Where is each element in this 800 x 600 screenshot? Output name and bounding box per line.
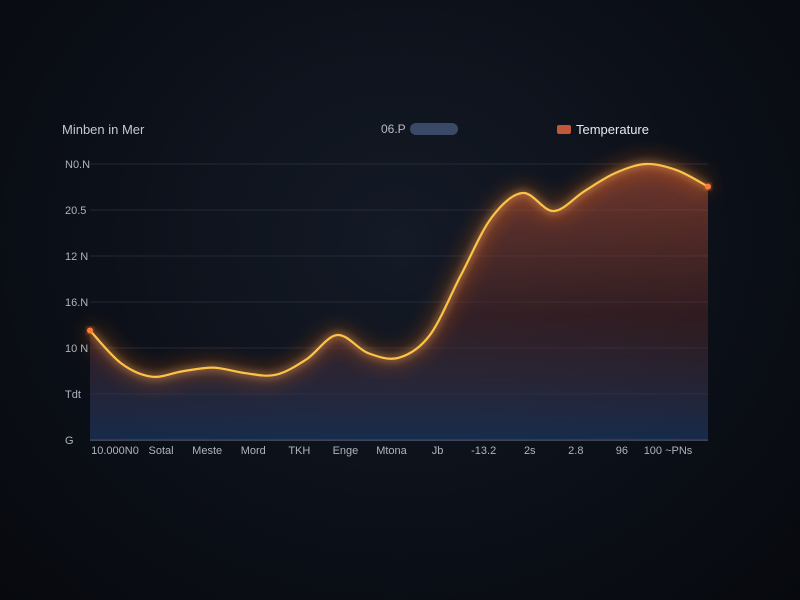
y-tick-label: 20.5 (65, 205, 86, 217)
legend-label: Temperature (576, 122, 649, 137)
series-line (89, 162, 709, 378)
x-tick-label: TKH (288, 445, 310, 457)
series-start-point (87, 327, 93, 334)
y-tick-label: N0.N (65, 159, 90, 171)
y-tick-label: G (65, 435, 74, 447)
x-tick-label: Mtona (376, 445, 407, 457)
chart-title: Minben in Mer (62, 122, 145, 137)
x-tick-label: -13.2 (471, 445, 496, 457)
x-tick-label: 2.8 (568, 445, 583, 457)
series-toggle[interactable]: 06.P (381, 122, 458, 136)
x-tick-label: Enge (333, 445, 359, 457)
toggle-pill[interactable] (409, 123, 458, 135)
x-tick-label: 96 (616, 445, 628, 457)
x-tick-label: 10.000N0 (91, 445, 139, 457)
x-tick-label: Sotal (149, 445, 174, 457)
x-tick-label: Jb (432, 445, 444, 457)
y-tick-label: 10 N (65, 343, 88, 355)
y-tick-label: 12 N (65, 251, 88, 263)
legend-swatch (557, 125, 571, 134)
x-tick-label: 2s (524, 445, 536, 457)
series-area (90, 163, 708, 440)
x-tick-label: 100 ~PNs (644, 445, 693, 457)
x-tick-label: Meste (192, 445, 222, 457)
x-tick-label: Mord (241, 445, 266, 457)
series-end-point (705, 183, 711, 190)
y-tick-label: Tdt (65, 389, 81, 401)
legend: Temperature (557, 122, 649, 137)
y-tick-label: 16.N (65, 297, 88, 309)
toggle-label: 06.P (381, 122, 406, 136)
